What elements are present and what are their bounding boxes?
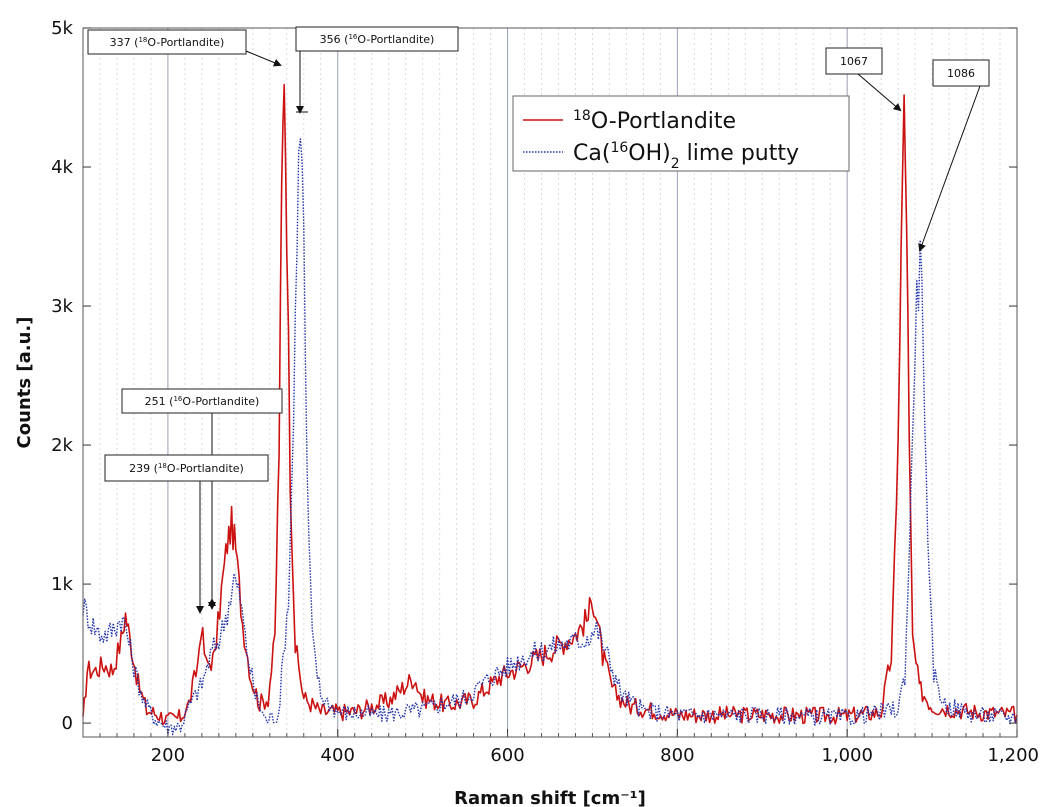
series-lime-putty-line xyxy=(82,138,1018,736)
legend: 18O-Portlandite Ca(16OH)2 lime putty xyxy=(512,95,850,172)
x-tick-label: 400 xyxy=(321,745,355,766)
annotation-arrow xyxy=(245,50,282,67)
annotation-label: 239 (18O-Portlandite) xyxy=(129,462,244,475)
series-layer xyxy=(82,83,1018,736)
annotation-box xyxy=(104,454,269,482)
x-axis-ticks: 200 400 600 800 1,000 1,200 xyxy=(99,729,1039,766)
x-tick-label: 200 xyxy=(151,745,185,766)
y-axis-ticks: 0 1k 2k 3k 4k 5k xyxy=(51,18,1017,734)
annotation-251: 251 (16O-Portlandite) xyxy=(121,388,283,610)
x-tick-label: 1,000 xyxy=(821,745,873,766)
x-tick-label: 1,200 xyxy=(987,745,1039,766)
minor-grid xyxy=(99,28,1001,737)
y-tick-label: 4k xyxy=(51,157,73,178)
legend-entry-2: Ca(16OH)2 lime putty xyxy=(573,140,799,172)
annotation-box xyxy=(295,26,459,52)
annotation-box xyxy=(121,388,283,414)
annotation-356: 356 (16O-Portlandite) xyxy=(295,26,459,114)
x-axis-label: Raman shift [cm⁻¹] xyxy=(454,788,646,807)
legend-box xyxy=(512,95,850,172)
annotation-box xyxy=(825,47,883,75)
series-18o-portlandite-line xyxy=(82,83,1018,725)
annotation-label: 337 (18O-Portlandite) xyxy=(110,36,225,49)
y-tick-label: 5k xyxy=(51,18,73,39)
y-tick-label: 0 xyxy=(62,713,73,734)
annotation-1067: 1067 xyxy=(825,47,902,112)
annotation-box xyxy=(87,29,247,55)
annotation-239: 239 (18O-Portlandite) xyxy=(104,454,269,614)
y-tick-label: 1k xyxy=(51,574,73,595)
y-axis-label: Counts [a.u.] xyxy=(14,317,35,449)
annotation-337: 337 (18O-Portlandite) xyxy=(87,29,282,67)
annotation-arrow xyxy=(918,85,981,252)
x-tick-label: 800 xyxy=(660,745,694,766)
x-tick-label: 600 xyxy=(490,745,524,766)
peak-annotations: 337 (18O-Portlandite) 356 (16O-Portlandit… xyxy=(87,26,990,614)
y-tick-label: 3k xyxy=(51,296,73,317)
annotation-box xyxy=(932,59,990,87)
annotation-1086: 1086 xyxy=(918,59,990,252)
annotation-label: 1086 xyxy=(947,67,975,80)
legend-entry-1: 18O-Portlandite xyxy=(573,108,736,134)
annotation-label: 251 (16O-Portlandite) xyxy=(145,395,260,408)
annotation-arrow xyxy=(857,73,902,112)
plot-frame xyxy=(82,27,1018,738)
annotation-label: 1067 xyxy=(840,55,868,68)
y-tick-label: 2k xyxy=(51,435,73,456)
annotation-label: 356 (16O-Portlandite) xyxy=(320,33,435,46)
